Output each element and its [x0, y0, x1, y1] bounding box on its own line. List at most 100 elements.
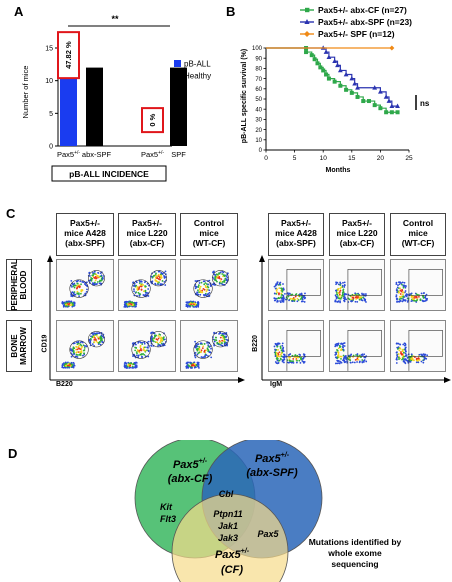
gene-pax5: Pax5	[257, 529, 279, 539]
legend-label-pb-all: pB-ALL	[184, 60, 211, 69]
b-legend-label: Pax5+/- abx-CF (n=27)	[318, 5, 407, 15]
b-point	[344, 87, 349, 92]
incidence-box	[51, 165, 167, 182]
venn-label-cf: Pax5+/-	[215, 548, 250, 561]
venn-label-abx-cf: Pax5+/-	[173, 458, 208, 471]
b-legend-marker	[304, 19, 310, 24]
b-point	[304, 50, 309, 55]
b-point	[323, 49, 329, 54]
b-x-tick-label: 0	[264, 155, 268, 162]
b-point	[349, 90, 354, 95]
b-y-tick-label: 0	[259, 148, 263, 154]
flow-plot	[390, 259, 446, 311]
bar-pb-all	[60, 74, 77, 146]
b-x-axis-label: Months	[326, 167, 351, 174]
b-point	[386, 98, 392, 103]
venn-sub-abx-spf: (abx-SPF)	[246, 467, 298, 479]
panel-label-d: D	[8, 446, 18, 461]
a-y-tick-label: 0	[49, 144, 53, 151]
b-point	[355, 94, 360, 99]
legend-swatch-pb-all	[174, 60, 181, 67]
gene-ptpn11: Ptpn11	[213, 509, 242, 519]
flow-plot	[118, 320, 176, 372]
b-point	[309, 53, 314, 58]
panel-label-b: B	[226, 4, 236, 19]
bar-healthy	[86, 67, 103, 146]
c-left-col-header-1: Pax5+/- mice A428 (abx-SPF)	[56, 213, 114, 256]
pct-label: 0 %	[148, 113, 157, 126]
b-y-tick-label: 40	[255, 107, 262, 113]
c-row-header-marrow: BONE MARROW	[6, 320, 32, 372]
flow-plot	[56, 259, 114, 311]
b-point	[352, 81, 358, 86]
flow-plot	[329, 259, 385, 311]
b-point	[335, 62, 340, 68]
b-point	[389, 45, 395, 51]
c-right-col-header-2: Pax5+/- mice L220 (abx-CF)	[329, 213, 385, 256]
b-legend-marker	[305, 7, 310, 13]
b-legend-marker	[304, 31, 310, 37]
b-point	[378, 89, 383, 94]
venn-sub-cf: (CF)	[221, 564, 243, 576]
b-point	[332, 79, 337, 84]
panel-label-c: C	[6, 206, 16, 221]
b-axes: 0 10 20 30 40 50 60 70 80 90 100 0 5 10 15 20 25	[252, 46, 413, 162]
c-row-header-blood: PERIPHERAL BLOOD	[6, 259, 32, 311]
b-y-tick-label: 50	[255, 97, 262, 103]
a-labels: Pax5+/- abx-SPF Pax5+/- SPF	[57, 150, 186, 159]
gene-flt3: Flt3	[160, 514, 176, 524]
flow-plot	[180, 320, 238, 372]
b-point	[315, 61, 320, 66]
gene-kit: Kit	[160, 502, 173, 512]
a-y-axis-label: Number of mice	[21, 66, 30, 119]
b-point	[337, 67, 343, 73]
ns-label: ns	[420, 99, 430, 108]
pct-label: 47.82 %	[64, 41, 73, 69]
c-axis-arrows	[47, 255, 451, 383]
legend-label-healthy: Healthy	[184, 72, 211, 81]
bar-healthy	[170, 67, 187, 146]
flow-plot	[118, 259, 176, 311]
gene-jak3: Jak3	[218, 533, 238, 543]
b-point	[349, 76, 355, 81]
b-point	[321, 68, 326, 73]
panel-d-venn: Pax5+/- (abx-CF) Pax5+/- (abx-SPF) Pax5+…	[134, 440, 402, 582]
b-point	[389, 103, 395, 108]
b-point	[372, 85, 378, 90]
a-y-tick-label: 10	[45, 78, 53, 85]
b-point	[378, 106, 383, 111]
b-legend-label: Pax5+/- SPF (n=12)	[318, 29, 395, 39]
b-legend: Pax5+/- abx-CF (n=27) Pax5+/- abx-SPF (n=…	[300, 5, 412, 39]
b-x-tick-label: 5	[293, 155, 297, 162]
a-group-label: Pax5+/-	[57, 150, 80, 159]
c-right-col-header-1: Pax5+/- mice A428 (abx-SPF)	[268, 213, 324, 256]
b-legend-label: Pax5+/- abx-SPF (n=23)	[318, 17, 412, 27]
b-series	[266, 45, 400, 115]
c-right-y-label: B220	[251, 335, 259, 352]
a-group-label-rest: SPF	[171, 150, 186, 159]
c-left-col-header-2: Pax5+/- mice L220 (abx-CF)	[118, 213, 176, 256]
b-y-tick-label: 90	[255, 56, 262, 62]
gene-jak1: Jak1	[218, 521, 238, 531]
b-point	[384, 110, 389, 115]
panel-b-chart: pB-ALL specific survival (%) Months 0 10 2…	[241, 5, 430, 174]
venn-caption-1: Mutations identified by	[309, 537, 402, 547]
b-point	[326, 76, 331, 81]
b-point	[338, 83, 343, 88]
b-point	[383, 94, 389, 99]
legend-swatch-healthy	[174, 72, 181, 79]
c-left-x-label: B220	[56, 381, 73, 388]
b-point	[395, 110, 400, 115]
venn-caption-2: whole exome	[327, 548, 382, 558]
a-group-label: Pax5+/-	[141, 150, 164, 159]
b-x-tick-label: 15	[348, 155, 356, 162]
b-point	[326, 54, 332, 59]
b-y-tick-label: 30	[255, 118, 262, 124]
flow-plot	[268, 320, 324, 372]
b-point	[332, 58, 338, 64]
incidence-label: pB-ALL INCIDENCE	[69, 169, 149, 179]
flow-plot	[390, 320, 446, 372]
a-group-label-rest: abx-SPF	[82, 150, 112, 159]
b-y-tick-label: 10	[255, 138, 262, 144]
b-y-axis-label: pB-ALL specific survival (%)	[241, 49, 248, 143]
